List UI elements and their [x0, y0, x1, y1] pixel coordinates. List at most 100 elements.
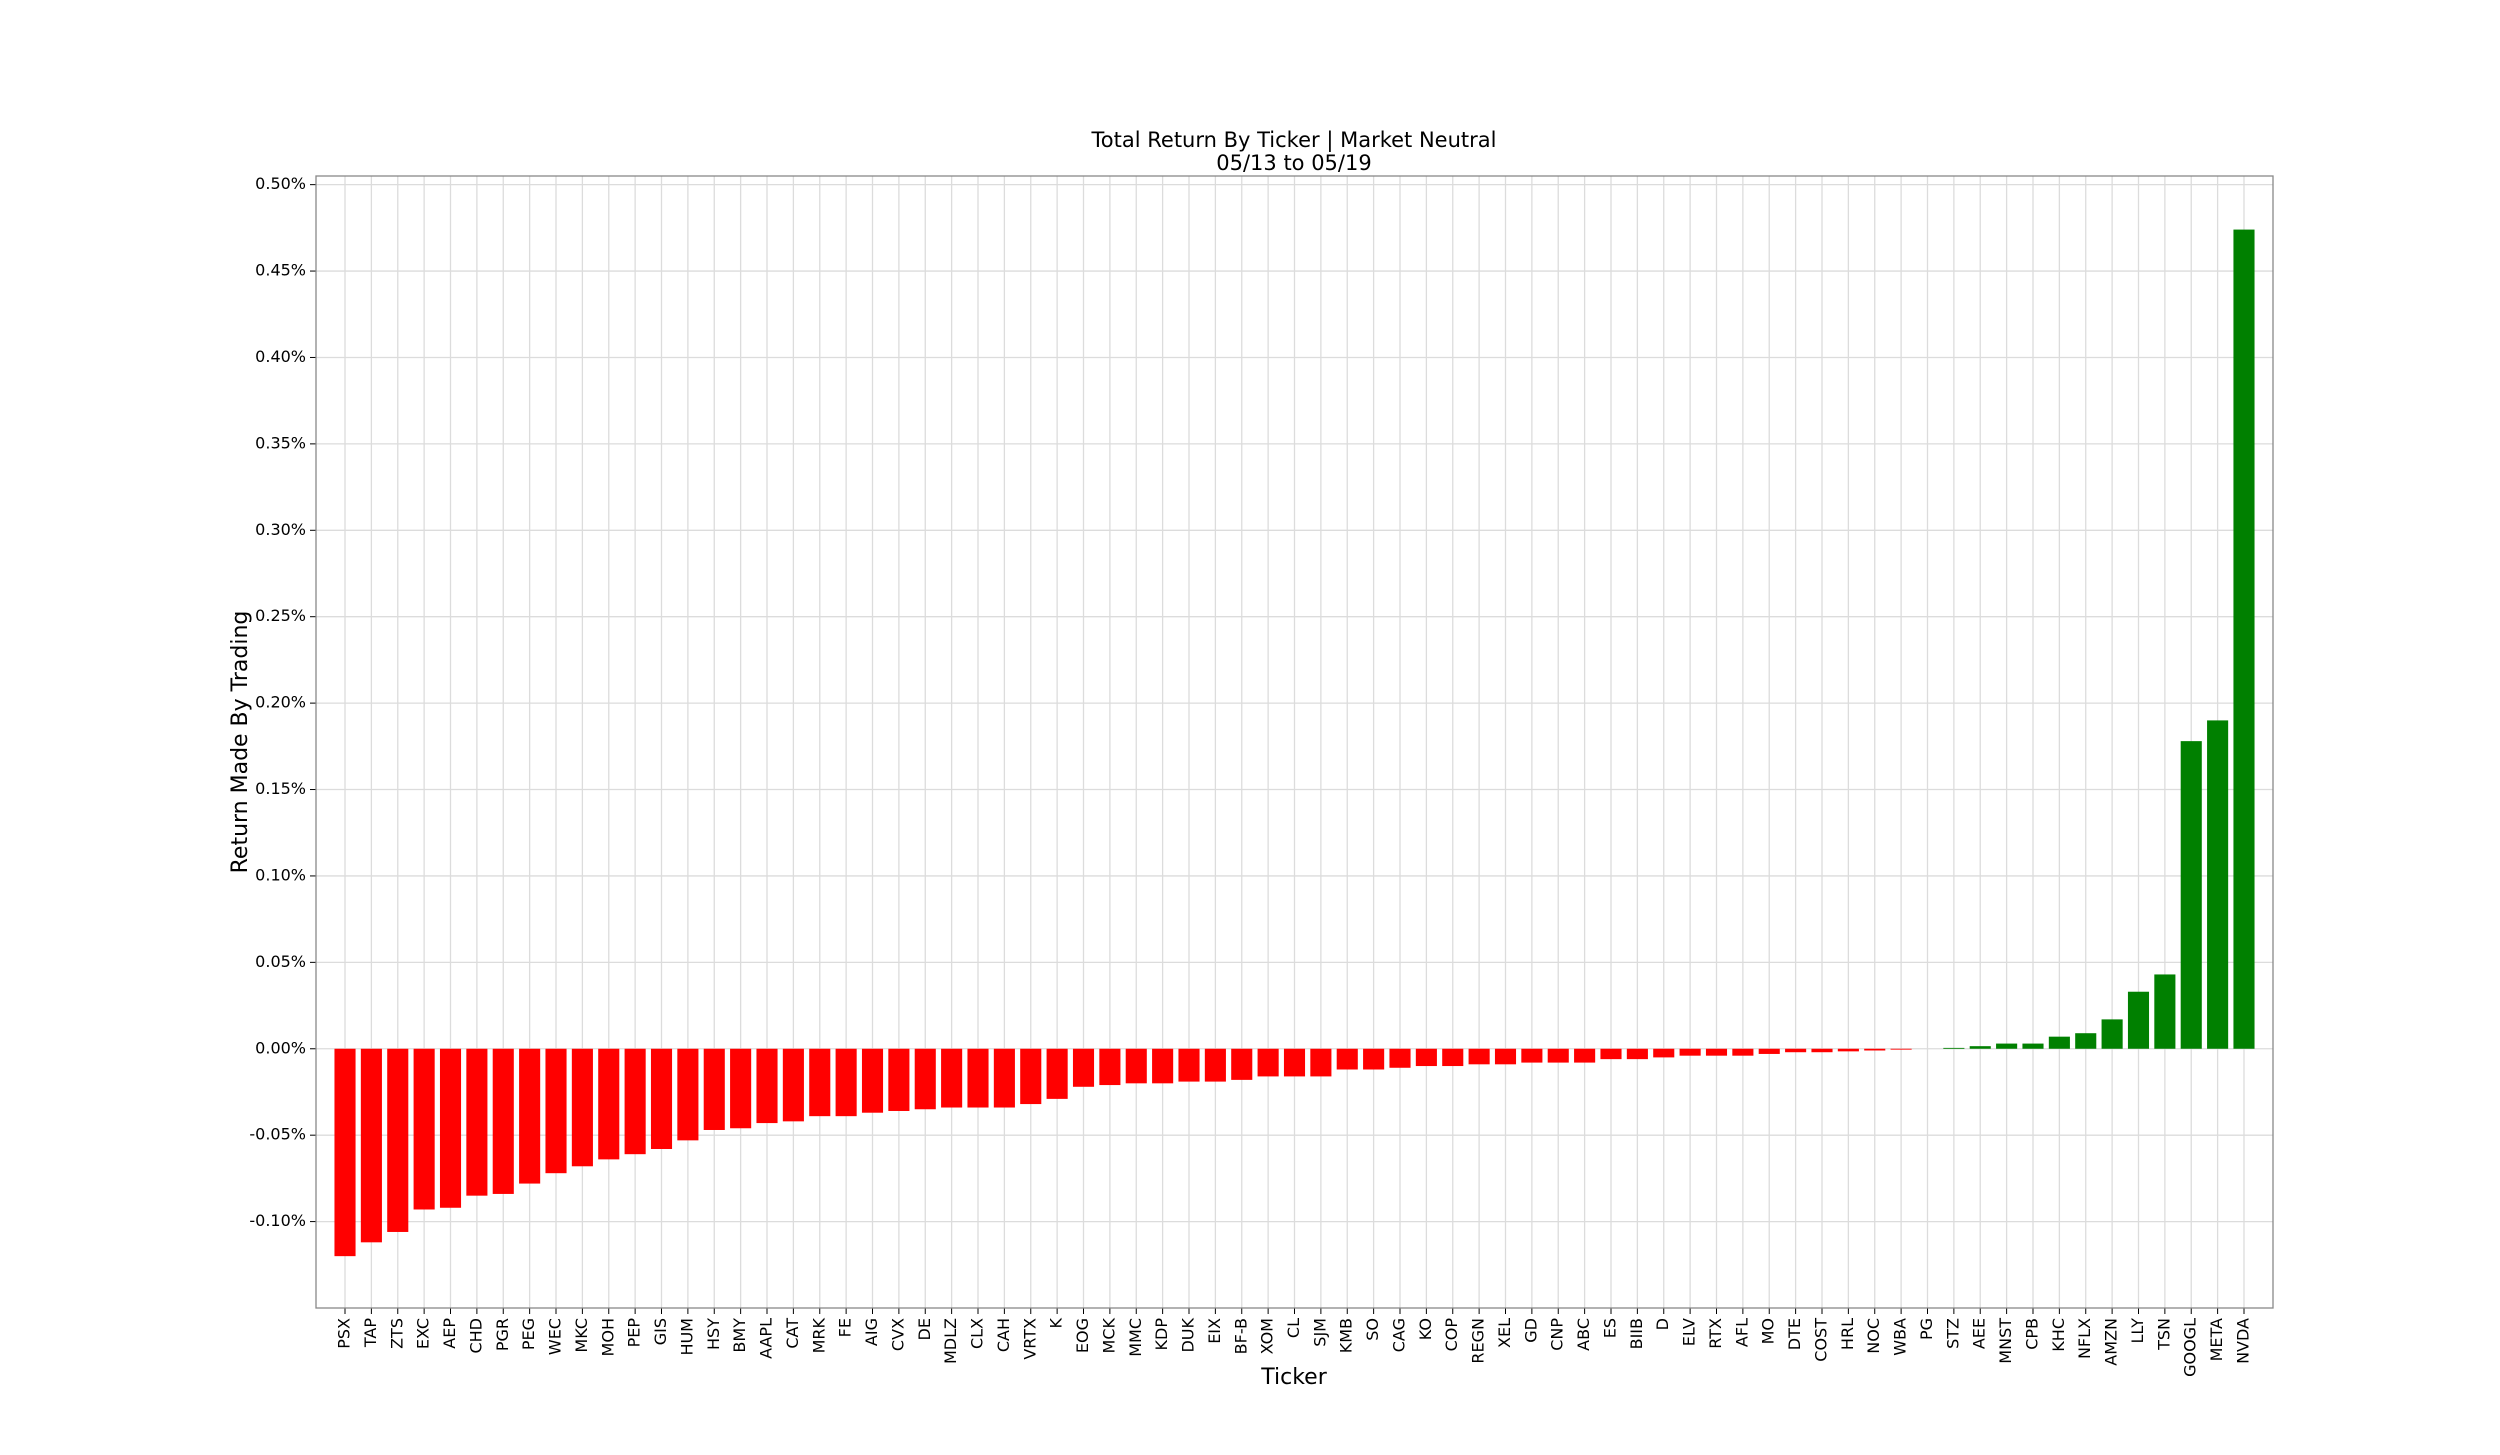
x-tick-label: WBA	[1891, 1318, 1910, 1356]
bar	[1679, 1048, 1701, 1056]
bar	[2180, 741, 2202, 1049]
x-tick-label: DTE	[1785, 1318, 1804, 1350]
x-tick-label: EIX	[1205, 1318, 1224, 1344]
x-tick-label: CVX	[888, 1318, 907, 1351]
bar	[1415, 1048, 1437, 1067]
bar	[1152, 1048, 1174, 1084]
bar	[334, 1048, 356, 1257]
bar	[703, 1048, 725, 1130]
x-tick-label: RTX	[1706, 1318, 1725, 1349]
x-tick-label: SJM	[1310, 1318, 1329, 1347]
bar	[1811, 1048, 1833, 1053]
bar	[1363, 1048, 1385, 1070]
x-tick-label: CL	[1284, 1318, 1303, 1338]
x-axis-label: Ticker	[1260, 1365, 1327, 1390]
bar	[730, 1048, 752, 1129]
x-tick-label: GD	[1521, 1318, 1540, 1343]
bar	[1626, 1048, 1648, 1060]
x-tick-label: MKC	[572, 1318, 591, 1353]
bar	[967, 1048, 989, 1108]
bar	[1468, 1048, 1490, 1065]
y-tick-label: 0.10%	[255, 865, 306, 884]
bar	[624, 1048, 646, 1155]
x-tick-label: KHC	[2049, 1318, 2068, 1352]
x-tick-label: ABC	[1574, 1318, 1593, 1351]
bar	[2048, 1036, 2070, 1049]
y-tick-label: 0.40%	[255, 347, 306, 366]
y-tick-label: 0.00%	[255, 1038, 306, 1057]
bar	[1705, 1048, 1728, 1056]
bar	[1653, 1048, 1675, 1058]
x-tick-label: KMB	[1337, 1318, 1356, 1353]
x-tick-label: MRK	[809, 1318, 828, 1354]
bar	[1494, 1048, 1517, 1065]
x-tick-label: TAP	[361, 1318, 380, 1348]
x-tick-label: PG	[1917, 1318, 1936, 1340]
bar	[1547, 1048, 1569, 1063]
y-tick-label: 0.45%	[255, 261, 306, 280]
bar	[413, 1048, 435, 1210]
bar	[466, 1048, 488, 1196]
bar	[2154, 974, 2176, 1049]
x-tick-label: COP	[1442, 1318, 1461, 1352]
x-tick-label: EXC	[414, 1318, 433, 1349]
bar	[1600, 1048, 1622, 1060]
x-tick-label: KDP	[1152, 1318, 1171, 1351]
bar	[1996, 1043, 2018, 1049]
bar	[782, 1048, 804, 1122]
bar	[835, 1048, 857, 1117]
bar	[1204, 1048, 1226, 1082]
x-tick-label: AIG	[862, 1318, 881, 1346]
x-tick-label: SO	[1363, 1318, 1382, 1341]
x-tick-label: HRL	[1838, 1318, 1857, 1350]
x-tick-label: MO	[1759, 1318, 1778, 1344]
x-tick-label: BMY	[730, 1318, 749, 1353]
bar	[861, 1048, 884, 1113]
bar	[2233, 229, 2255, 1049]
bar	[387, 1048, 409, 1232]
bar	[888, 1048, 910, 1111]
bar	[1837, 1048, 1859, 1052]
y-tick-label: 0.35%	[255, 433, 306, 452]
x-tick-label: MDLZ	[941, 1318, 960, 1364]
bar	[360, 1048, 382, 1243]
bar	[2127, 991, 2150, 1049]
x-tick-label: STZ	[1943, 1318, 1962, 1349]
x-tick-label: PEP	[625, 1318, 644, 1348]
bar	[1943, 1047, 1965, 1049]
bar	[1969, 1046, 1991, 1049]
y-tick-label: 0.05%	[255, 952, 306, 971]
x-tick-label: AFL	[1732, 1318, 1751, 1347]
x-tick-label: CAG	[1389, 1318, 1408, 1352]
bar	[598, 1048, 620, 1160]
bar	[2207, 720, 2229, 1049]
y-tick-label: 0.15%	[255, 779, 306, 798]
bar	[1310, 1048, 1332, 1077]
x-tick-label: BIIB	[1627, 1318, 1646, 1349]
bar	[1336, 1048, 1358, 1070]
chart-subtitle: 05/13 to 05/19	[1216, 151, 1371, 175]
x-tick-label: VRTX	[1020, 1318, 1039, 1360]
bar	[1125, 1048, 1147, 1084]
x-tick-label: NVDA	[2233, 1318, 2252, 1364]
bar	[545, 1048, 567, 1174]
x-tick-label: GIS	[651, 1318, 670, 1345]
x-tick-label: ES	[1600, 1318, 1619, 1338]
x-tick-label: PSX	[335, 1318, 354, 1349]
x-tick-label: META	[2207, 1318, 2226, 1361]
x-tick-label: MNST	[1996, 1318, 2015, 1364]
x-tick-label: AMZN	[2102, 1318, 2121, 1366]
x-tick-label: PGR	[493, 1318, 512, 1351]
bar	[1072, 1048, 1095, 1087]
x-tick-label: COST	[1811, 1318, 1830, 1362]
x-tick-label: AEP	[440, 1318, 459, 1349]
x-tick-label: WEC	[546, 1318, 565, 1355]
x-tick-label: REGN	[1469, 1318, 1488, 1364]
x-tick-label: XOM	[1258, 1318, 1277, 1354]
bar	[2022, 1043, 2044, 1049]
bar	[941, 1048, 963, 1108]
x-tick-label: CLX	[968, 1318, 987, 1349]
bar	[1283, 1048, 1306, 1077]
